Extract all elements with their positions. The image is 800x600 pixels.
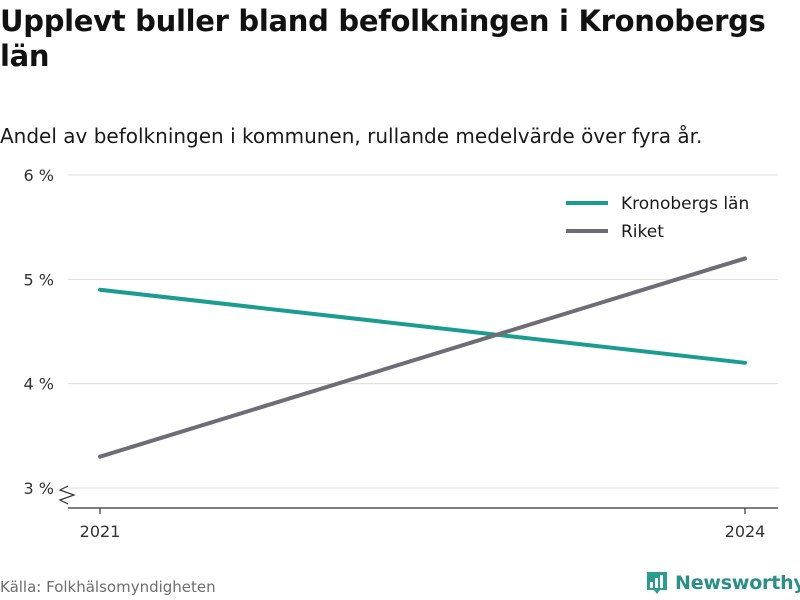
brand-logo: Newsworthy <box>645 570 800 596</box>
axis-break-icon <box>58 485 76 505</box>
series-line <box>98 287 747 365</box>
source-note: Källa: Folkhälsomyndigheten <box>0 578 216 596</box>
legend: Kronobergs län Riket <box>566 194 749 242</box>
grid-lines <box>68 174 778 489</box>
brand-name: Newsworthy <box>675 572 800 594</box>
y-axis-ticks: 3 % 4 % 5 % 6 % <box>24 166 76 505</box>
y-tick-label: 5 % <box>24 270 54 289</box>
legend-label: Kronobergs län <box>621 194 749 214</box>
chart-title: Upplevt buller bland befolkningen i Kron… <box>0 4 766 73</box>
x-axis: 2021 2024 <box>68 507 778 541</box>
y-tick-label: 3 % <box>24 479 54 498</box>
y-tick-label: 6 % <box>24 166 54 185</box>
series-line <box>98 256 747 459</box>
series-lines <box>98 256 747 459</box>
newsworthy-logo-icon <box>647 572 667 594</box>
y-tick-label: 4 % <box>24 375 54 394</box>
x-tick-label: 2021 <box>80 522 121 541</box>
chart-subtitle: Andel av befolkningen i kommunen, rullan… <box>0 124 703 148</box>
x-tick-label: 2024 <box>725 522 766 541</box>
legend-label: Riket <box>621 222 664 242</box>
